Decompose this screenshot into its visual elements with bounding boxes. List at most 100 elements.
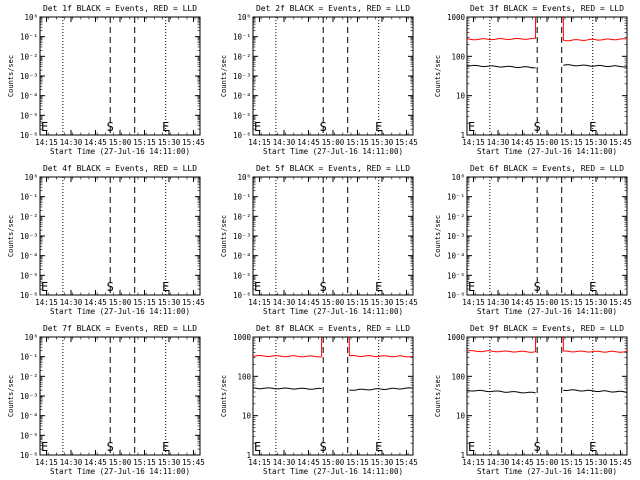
x-axis-label: Start Time (27-Jul-16 14:11:00) <box>263 307 403 316</box>
marker-e: E <box>254 280 261 294</box>
plot-title: Det 7f BLACK = Events, RED = LLD <box>43 324 197 333</box>
x-tick-label: 14:45 <box>511 138 534 147</box>
y-axis-label: Counts/sec <box>220 375 228 417</box>
lld-series-line <box>563 38 628 42</box>
marker-s: S <box>107 120 114 134</box>
marker-s: S <box>107 280 114 294</box>
x-tick-label: 14:45 <box>297 458 320 467</box>
y-tick-label: 100 <box>237 372 251 381</box>
y-axis-label: Counts/sec <box>434 375 442 417</box>
y-tick-label: 10⁻⁵ <box>20 111 38 120</box>
plot-frame <box>39 176 201 296</box>
y-tick-label: 10⁻⁵ <box>20 431 38 440</box>
y-tick-label: 10⁻³ <box>447 232 465 241</box>
marker-e: E <box>375 120 382 134</box>
x-tick-label: 15:15 <box>346 298 369 307</box>
plot-det-8: Det 8f BLACK = Events, RED = LLD 1 10 100 10… <box>220 324 418 476</box>
marker-s: S <box>320 280 327 294</box>
plot-frame <box>39 16 201 136</box>
y-tick-label: 10⁻⁶ <box>233 131 251 140</box>
y-tick-label: 10⁰ <box>24 173 38 182</box>
plot-det-5: Det 5f BLACK = Events, RED = LLD 10⁻⁶ 10⁻⁵… <box>220 164 418 316</box>
y-tick-label: 10⁻⁴ <box>20 412 38 421</box>
marker-e: E <box>468 280 475 294</box>
marker-e: E <box>41 440 48 454</box>
x-tick-label: 15:00 <box>536 458 559 467</box>
plot-det-1: Det 1f BLACK = Events, RED = LLD 10⁻⁶ 10⁻⁵… <box>7 4 205 156</box>
x-tick-label: 15:15 <box>346 458 369 467</box>
marker-e: E <box>254 120 261 134</box>
lld-series-line <box>466 37 536 41</box>
x-tick-label: 15:45 <box>609 298 632 307</box>
x-tick-label: 14:30 <box>60 138 83 147</box>
marker-e: E <box>589 440 596 454</box>
y-tick-label: 1 <box>246 451 251 460</box>
x-tick-label: 15:00 <box>109 138 132 147</box>
marker-e: E <box>41 120 48 134</box>
x-tick-label: 15:45 <box>182 298 205 307</box>
y-axis-label: Counts/sec <box>7 375 15 417</box>
y-tick-label: 10⁻⁶ <box>233 291 251 300</box>
y-tick-label: 10⁰ <box>237 13 251 22</box>
events-series-line <box>467 64 536 69</box>
x-tick-label: 15:15 <box>133 298 156 307</box>
x-axis-label: Start Time (27-Jul-16 14:11:00) <box>477 147 617 156</box>
y-tick-label: 10⁻³ <box>20 232 38 241</box>
y-tick-label: 10⁻² <box>20 212 38 221</box>
plot-frame <box>466 336 628 456</box>
y-tick-label: 10⁻⁶ <box>20 291 38 300</box>
y-tick-label: 10⁻⁵ <box>447 271 465 280</box>
marker-e: E <box>375 280 382 294</box>
y-tick-label: 10⁻² <box>233 212 251 221</box>
marker-e: E <box>162 440 169 454</box>
x-tick-label: 15:45 <box>182 458 205 467</box>
x-tick-label: 15:30 <box>158 298 181 307</box>
marker-s: S <box>534 440 541 454</box>
y-axis-label: Counts/sec <box>220 215 228 257</box>
plot-frame <box>252 16 414 136</box>
events-series-line <box>466 389 536 394</box>
x-tick-label: 15:45 <box>395 138 418 147</box>
y-tick-label: 10⁻³ <box>20 392 38 401</box>
plot-title: Det 9f BLACK = Events, RED = LLD <box>470 324 624 333</box>
marker-e: E <box>468 120 475 134</box>
x-tick-label: 15:45 <box>609 458 632 467</box>
x-tick-label: 15:30 <box>371 138 394 147</box>
lld-series-line <box>349 355 414 358</box>
y-tick-label: 10⁻² <box>20 372 38 381</box>
marker-s: S <box>320 440 327 454</box>
y-tick-label: 10⁻⁵ <box>20 271 38 280</box>
x-tick-label: 15:30 <box>371 458 394 467</box>
x-tick-label: 14:45 <box>297 138 320 147</box>
x-tick-label: 14:15 <box>35 298 58 307</box>
marker-s: S <box>107 440 114 454</box>
y-tick-label: 10⁻⁵ <box>233 111 251 120</box>
y-tick-label: 1000 <box>447 13 466 22</box>
y-tick-label: 10 <box>242 412 252 421</box>
y-tick-label: 10⁻³ <box>233 232 251 241</box>
x-tick-label: 15:45 <box>395 298 418 307</box>
x-tick-label: 14:45 <box>84 298 107 307</box>
x-tick-label: 14:15 <box>35 458 58 467</box>
y-tick-label: 1000 <box>447 333 466 342</box>
x-axis-label: Start Time (27-Jul-16 14:11:00) <box>50 467 190 476</box>
x-axis-label: Start Time (27-Jul-16 14:11:00) <box>263 147 403 156</box>
y-tick-label: 10⁰ <box>237 173 251 182</box>
y-tick-label: 10⁻⁶ <box>20 131 38 140</box>
plot-frame <box>466 16 628 136</box>
y-tick-label: 10⁻² <box>447 212 465 221</box>
x-tick-label: 15:30 <box>371 298 394 307</box>
marker-e: E <box>162 120 169 134</box>
x-axis-label: Start Time (27-Jul-16 14:11:00) <box>477 467 617 476</box>
plot-title: Det 5f BLACK = Events, RED = LLD <box>256 164 410 173</box>
x-tick-label: 15:45 <box>395 458 418 467</box>
lld-series-line <box>252 355 322 358</box>
x-tick-label: 15:00 <box>536 138 559 147</box>
x-axis-label: Start Time (27-Jul-16 14:11:00) <box>50 147 190 156</box>
lld-series-line <box>563 350 628 353</box>
marker-e: E <box>375 440 382 454</box>
x-tick-label: 14:30 <box>60 458 83 467</box>
x-tick-label: 14:30 <box>273 138 296 147</box>
x-tick-label: 15:45 <box>609 138 632 147</box>
